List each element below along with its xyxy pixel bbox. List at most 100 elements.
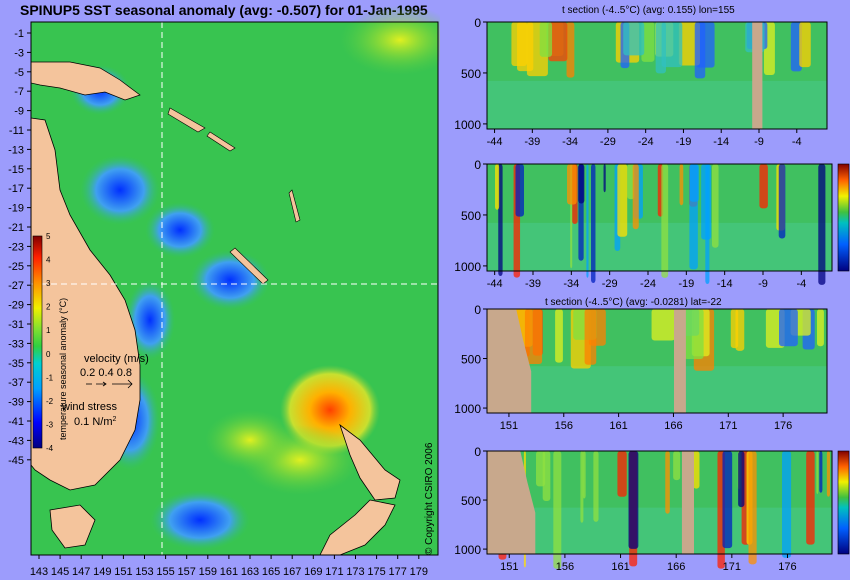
velE-section-lon-colorbar: 0.40.20-0.2-0.4vel. E (m/s) lon=155 <box>837 163 850 272</box>
map-x-tick-label: 165 <box>262 566 280 578</box>
map-x-tick-label: 163 <box>241 566 259 578</box>
map-y-tick-label: -9 <box>14 106 24 118</box>
map-y-tick-label: -1 <box>14 28 24 40</box>
velE-section-lon-y-tick-label: 0 <box>474 158 481 172</box>
map-y-tick-label: -33 <box>8 338 24 350</box>
map-y-tick-label: -23 <box>8 241 24 253</box>
t-section-lat-x-tick-label: 156 <box>555 420 573 432</box>
velE-section-lat-panel: 0 500 1000 151 156 161 166 171 176 0.40.20-0.2-0.… <box>454 445 850 573</box>
map-colorbar-tick-label: 1 <box>46 326 51 335</box>
map-y-tick-label: -39 <box>8 397 24 409</box>
map-colorbar: 5 4 3 2 1 0 -1 -2 -3 -4 temperature seasonal anom… <box>32 232 68 453</box>
map-y-ticks: -1 -3 -5 -7 -9 -11 -13 -15 -17 -19 -21 -23 -25 -27 -29… <box>8 28 31 467</box>
velE-section-lat-x-tick-label: 171 <box>723 561 741 573</box>
t-section-lon-x-tick-label: -39 <box>524 136 540 148</box>
velE-section-lon-x-tick-label: -24 <box>640 278 656 290</box>
main-title: SPINUP5 SST seasonal anomaly (avg: -0.50… <box>20 2 428 18</box>
velE-section-lon-x-tick-label: -14 <box>717 278 733 290</box>
map-x-tick-label: 171 <box>325 566 343 578</box>
map-colorbar-tick-label: 5 <box>46 232 51 241</box>
map-x-tick-label: 173 <box>346 566 364 578</box>
map-x-tick-label: 167 <box>283 566 301 578</box>
map-y-tick-label: -43 <box>8 435 24 447</box>
velE-section-lat-colorbar: 0.40.20-0.2-0.4vel. E (m/s) lat=-22 <box>837 450 850 555</box>
t-section-lat-y-tick-label: 0 <box>474 303 481 317</box>
velE-section-lon-x-tick-label: -39 <box>525 278 541 290</box>
velE-section-lat-y-tick-label: 500 <box>461 494 481 508</box>
velE-section-lon-x-tick-label: -19 <box>678 278 694 290</box>
wind-stress-value: 0.1 N/m2 <box>74 416 117 428</box>
map-y-tick-label: -21 <box>8 222 24 234</box>
t-section-lon-y-tick-label: 1000 <box>454 118 481 132</box>
t-section-lon-x-tick-label: -19 <box>675 136 691 148</box>
map-x-tick-label: 151 <box>114 566 132 578</box>
velE-section-lon-y-tick-label: 1000 <box>454 260 481 274</box>
map-x-tick-label: 169 <box>304 566 322 578</box>
t-section-lon-title: t section (-4..5°C) (avg: 0.155) lon=155 <box>562 5 735 16</box>
velE-section-lat-y-tick-label: 1000 <box>454 543 481 557</box>
velE-section-lat-x-tick-label: 166 <box>667 561 685 573</box>
t-section-lon-x-tick-label: -29 <box>600 136 616 148</box>
map-x-tick-label: 175 <box>367 566 385 578</box>
map-y-tick-label: -35 <box>8 358 24 370</box>
map-y-tick-label: -37 <box>8 377 24 389</box>
map-x-tick-label: 153 <box>135 566 153 578</box>
map-y-tick-label: -41 <box>8 416 24 428</box>
velE-section-lon-x-tick-label: -9 <box>758 278 768 290</box>
t-section-lon-panel: 0 500 1000 -44 -39 -34 -29 -24 -19 -14 -9 -4 <box>454 16 828 148</box>
sst-map-chart: -1-3-5-7-9-11-13-15-17-19-21-23-25-27-29… <box>8 5 440 578</box>
t-section-lat-x-tick-label: 151 <box>500 420 518 432</box>
map-y-tick-label: -5 <box>14 67 24 79</box>
map-y-tick-label: -17 <box>8 183 24 195</box>
map-y-tick-label: -19 <box>8 203 24 215</box>
t-section-lat-x-tick-label: 176 <box>774 420 792 432</box>
velE-section-lon-x-tick-label: -4 <box>796 278 806 290</box>
velE-section-lat-x-tick-label: 161 <box>611 561 629 573</box>
t-section-lat-y-tick-label: 1000 <box>454 402 481 416</box>
t-section-lat-coast <box>487 309 532 413</box>
map-y-tick-label: -15 <box>8 164 24 176</box>
velocity-legend-label: velocity (m/s) <box>84 353 149 365</box>
map-y-tick-label: -3 <box>14 47 24 59</box>
map-colorbar-tick-label: -1 <box>46 373 54 382</box>
velE-section-lat-y-tick-label: 0 <box>474 445 481 459</box>
t-section-lon-x-tick-label: -4 <box>792 136 802 148</box>
t-section-lon-x-tick-label: -34 <box>562 136 578 148</box>
map-y-tick-label: -27 <box>8 280 24 292</box>
map-y-tick-label: -31 <box>8 319 24 331</box>
map-colorbar-tick-label: 2 <box>46 303 51 312</box>
t-section-lat-x-tick-label: 161 <box>609 420 627 432</box>
velE-section-lon-y-tick-label: 500 <box>461 209 481 223</box>
t-section-lon-y-tick-label: 500 <box>461 67 481 81</box>
velE-section-lon-x-tick-label: -44 <box>487 278 503 290</box>
map-x-tick-label: 179 <box>410 566 428 578</box>
velE-section-lon-panel: 0 500 1000 -44 -39 -34 -29 -24 -19 -14 -9 -4 0.40.20… <box>454 158 850 290</box>
t-section-lon-x-tick-label: -24 <box>638 136 654 148</box>
t-section-lon-y-tick-label: 0 <box>474 16 481 30</box>
section-panels: 0 500 1000 -44 -39 -34 -29 -24 -19 -14 -9 -4 0 500 100… <box>454 16 850 573</box>
map-x-tick-label: 159 <box>199 566 217 578</box>
map-plot-area <box>30 5 440 556</box>
map-colorbar-tick-label: -3 <box>46 420 54 429</box>
velE-section-lat-coast <box>487 451 536 554</box>
map-y-tick-label: -25 <box>8 261 24 273</box>
velE-section-lat-x-tick-label: 156 <box>556 561 574 573</box>
map-x-tick-label: 155 <box>156 566 174 578</box>
map-y-tick-label: -45 <box>8 455 24 467</box>
t-section-lat-title: t section (-4..5°C) (avg: -0.0281) lat=-… <box>545 297 722 308</box>
map-x-tick-label: 145 <box>51 566 69 578</box>
map-x-ticks: 143 145 147 149 151 153 155 157 159 161 163 165 167 1… <box>30 555 428 578</box>
velE-section-lon-x-tick-label: -34 <box>563 278 579 290</box>
map-x-tick-label: 157 <box>178 566 196 578</box>
map-x-tick-label: 161 <box>220 566 238 578</box>
map-colorbar-label: temperature seasonal anomaly (°C) <box>58 298 68 440</box>
australia-land <box>30 117 141 491</box>
velE-section-lat-land <box>681 451 694 554</box>
map-colorbar-tick-label: -4 <box>46 444 54 453</box>
map-colorbar-tick-label: 0 <box>46 350 51 359</box>
t-section-lat-land <box>674 309 686 413</box>
new-zealand-north-land <box>339 423 401 501</box>
t-section-lat-y-tick-label: 500 <box>461 353 481 367</box>
map-y-tick-label: -7 <box>14 86 24 98</box>
t-section-lat-x-tick-label: 166 <box>664 420 682 432</box>
